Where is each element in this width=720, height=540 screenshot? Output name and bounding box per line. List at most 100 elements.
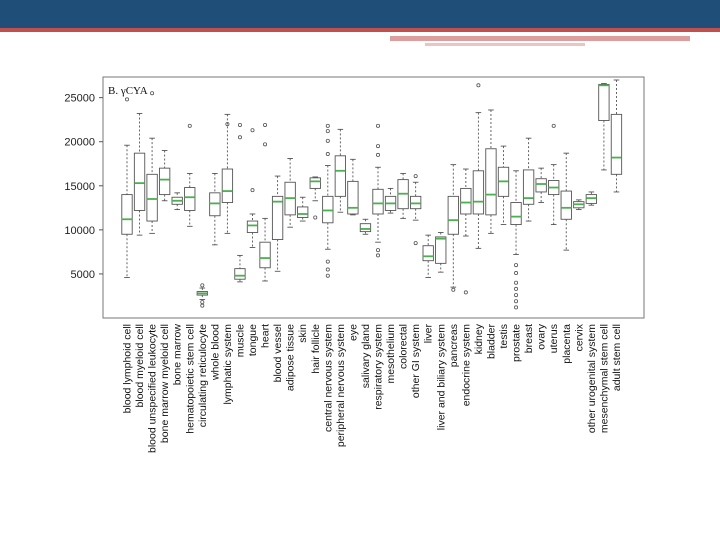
x-category-label: skin	[297, 324, 309, 343]
box-cervix	[573, 199, 585, 211]
x-category-label: eye	[347, 324, 359, 341]
x-category-label: peripheral nervous system	[335, 324, 347, 447]
box-uterus	[548, 123, 560, 226]
outlier-point	[514, 293, 519, 298]
x-category-label: respiratory system	[373, 324, 385, 410]
box-pancreas	[447, 164, 459, 292]
outlier-point	[476, 83, 481, 88]
iqr-box	[485, 148, 497, 216]
iqr-box	[472, 170, 485, 215]
iqr-box	[522, 169, 535, 205]
x-category-label: ovary	[536, 323, 548, 349]
box-liver-and-biliary-system	[435, 232, 447, 273]
outlier-point	[125, 97, 130, 102]
box-bone-marrow-myeloid-cell	[158, 150, 171, 202]
outlier-point	[250, 128, 255, 133]
header-accent-stripe-short	[390, 36, 690, 41]
x-category-label: testis	[498, 324, 510, 349]
x-category-label: breast	[523, 324, 535, 353]
x-category-label: bladder	[485, 324, 497, 360]
outlier-point	[375, 144, 380, 149]
box-peripheral-nervous-system	[334, 128, 346, 213]
iqr-box	[146, 173, 158, 222]
box-salivary-gland	[359, 218, 372, 235]
outlier-point	[551, 123, 556, 128]
outlier-point	[325, 129, 330, 134]
box-prostate	[510, 170, 522, 310]
box-kidney	[472, 83, 485, 249]
y-tick-label: 10000	[64, 225, 95, 237]
box-adipose-tissue	[284, 158, 296, 228]
outlier-point	[200, 283, 205, 288]
box-tongue	[246, 128, 259, 248]
box-bone-marrow	[171, 192, 183, 211]
box-colorectal	[397, 172, 409, 219]
box-circulating-reticulocyte	[196, 283, 208, 308]
iqr-box	[598, 83, 610, 121]
y-axis: 5000 10000 15000 20000 25000	[64, 93, 103, 281]
outlier-point	[463, 290, 468, 295]
outlier-point	[325, 152, 330, 157]
x-category-label: hair follicle	[310, 324, 322, 374]
outlier-point	[514, 263, 519, 268]
iqr-box	[510, 202, 522, 226]
outlier-point	[313, 215, 318, 220]
outlier-point	[514, 280, 519, 285]
iqr-box	[271, 195, 284, 240]
x-category-label: lymphatic system	[222, 324, 234, 405]
x-category-label: cervix	[573, 323, 585, 351]
x-category-label: adipose tissue	[285, 324, 297, 391]
iqr-box	[133, 152, 146, 211]
outlier-point	[375, 152, 380, 157]
box-bladder	[485, 109, 497, 234]
x-category-label: colorectal	[398, 324, 410, 369]
iqr-box	[535, 178, 547, 193]
y-tick-label: 5000	[71, 269, 95, 281]
iqr-box	[422, 245, 434, 262]
x-category-label: bone marrow myeloid cell	[159, 324, 171, 443]
header-accent-stripe	[0, 28, 720, 32]
x-category-label: central nervous system	[322, 324, 334, 432]
iqr-box	[460, 187, 472, 215]
box-blood-unspecified-leukocyte	[146, 91, 158, 234]
outlier-point	[514, 271, 519, 276]
header-band	[0, 0, 720, 28]
outlier-point	[413, 174, 418, 179]
box-respiratory-system	[372, 123, 384, 258]
outlier-point	[225, 122, 230, 127]
outlier-point	[325, 138, 330, 143]
box-hematopoietic-stem-cell	[184, 123, 196, 227]
outlier-point	[514, 286, 519, 291]
box-mesothelium	[384, 187, 397, 214]
box-muscle	[234, 122, 246, 283]
iqr-box	[447, 195, 459, 235]
box-placenta	[560, 152, 572, 251]
box-other-gi-system	[410, 174, 422, 246]
box-hair-follicle	[309, 176, 321, 220]
x-category-label: mesothelium	[385, 324, 397, 384]
header-accent-stripe-thin	[425, 43, 585, 46]
x-category-label: bone marrow	[172, 324, 184, 386]
outlier-point	[413, 241, 418, 246]
x-category-label: other urogenital system	[586, 324, 598, 433]
box-heart	[259, 122, 271, 282]
box-skin	[297, 196, 309, 222]
x-category-label: blood myeloid cell	[134, 324, 146, 407]
iqr-box	[435, 236, 447, 264]
box-breast	[522, 137, 535, 222]
outlier-point	[325, 273, 330, 278]
x-category-label: pancreas	[448, 324, 460, 367]
box-eye	[347, 158, 359, 216]
iqr-box	[246, 220, 259, 233]
iqr-box	[359, 223, 372, 233]
box-liver	[422, 234, 434, 278]
outlier-point	[200, 300, 205, 305]
outlier-point	[250, 188, 255, 193]
outlier-point	[187, 123, 192, 128]
iqr-box	[121, 194, 133, 235]
iqr-box	[184, 187, 196, 211]
box-blood-myeloid-cell	[133, 113, 146, 236]
iqr-box	[221, 168, 234, 203]
x-category-label: uterus	[548, 324, 560, 353]
box-ovary	[535, 167, 547, 203]
